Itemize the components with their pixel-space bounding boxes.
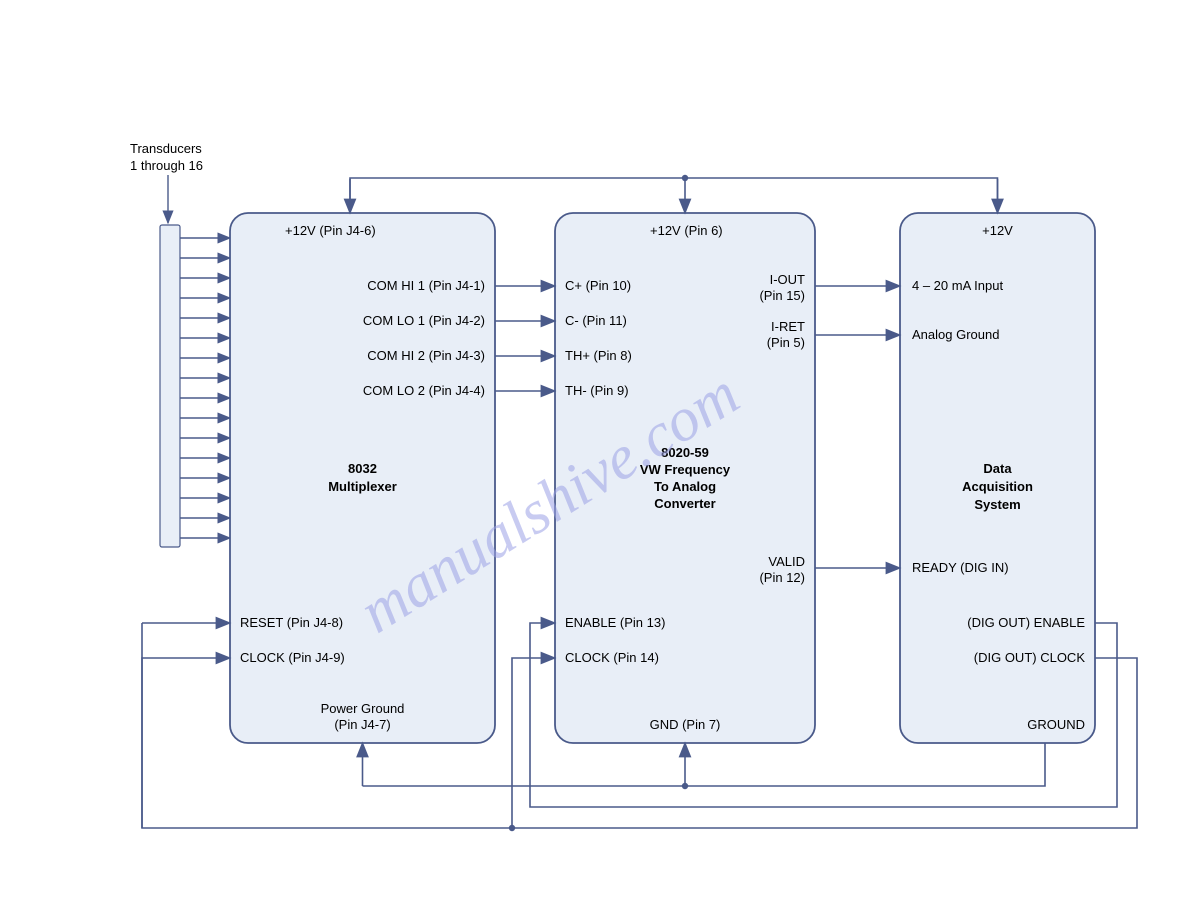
null: 4 – 20 mA Input (912, 278, 1003, 293)
wire (512, 658, 555, 828)
null: C+ (Pin 10) (565, 278, 631, 293)
null: RESET (Pin J4-8) (240, 615, 343, 630)
null: (Pin 5) (767, 335, 805, 350)
null: (Pin J4-7) (334, 717, 390, 732)
null: ENABLE (Pin 13) (565, 615, 665, 630)
b1-12v: +12V (Pin J4-6) (285, 223, 376, 238)
block-diagram: Transducers 1 through 16 +12V (Pin J4-6) CO… (0, 0, 1188, 918)
null: Multiplexer (328, 479, 397, 494)
null: TH- (Pin 9) (565, 383, 629, 398)
null: I-RET (771, 319, 805, 334)
null: Converter (654, 496, 715, 511)
junction (682, 783, 688, 789)
null: COM HI 1 (Pin J4-1) (367, 278, 485, 293)
null: GROUND (1027, 717, 1085, 732)
null: VALID (768, 554, 805, 569)
null: GND (Pin 7) (650, 717, 721, 732)
null: READY (DIG IN) (912, 560, 1009, 575)
null: (DIG OUT) ENABLE (967, 615, 1085, 630)
wire (350, 178, 998, 213)
wire (363, 743, 1046, 786)
null: CLOCK (Pin 14) (565, 650, 659, 665)
null: Analog Ground (912, 327, 999, 342)
null: (DIG OUT) CLOCK (974, 650, 1086, 665)
null: CLOCK (Pin J4-9) (240, 650, 345, 665)
null: System (974, 497, 1020, 512)
null: Power Ground (321, 701, 405, 716)
junction (682, 175, 688, 181)
null: (Pin 12) (759, 570, 805, 585)
null: COM HI 2 (Pin J4-3) (367, 348, 485, 363)
null: I-OUT (770, 272, 805, 287)
null: Acquisition (962, 479, 1033, 494)
transducers-label: Transducers (130, 141, 202, 156)
null: (Pin 15) (759, 288, 805, 303)
transducer-bar (160, 225, 180, 547)
null: TH+ (Pin 8) (565, 348, 632, 363)
junction (509, 825, 515, 831)
b1-title: 8032 (348, 461, 377, 476)
b3-title: Data (983, 461, 1012, 476)
b3-12v: +12V (982, 223, 1013, 238)
svg-text:1 through 16: 1 through 16 (130, 158, 203, 173)
null: C- (Pin 11) (565, 313, 627, 328)
null: COM LO 1 (Pin J4-2) (363, 313, 485, 328)
null: To Analog (654, 479, 716, 494)
null: COM LO 2 (Pin J4-4) (363, 383, 485, 398)
b2-12v: +12V (Pin 6) (650, 223, 723, 238)
